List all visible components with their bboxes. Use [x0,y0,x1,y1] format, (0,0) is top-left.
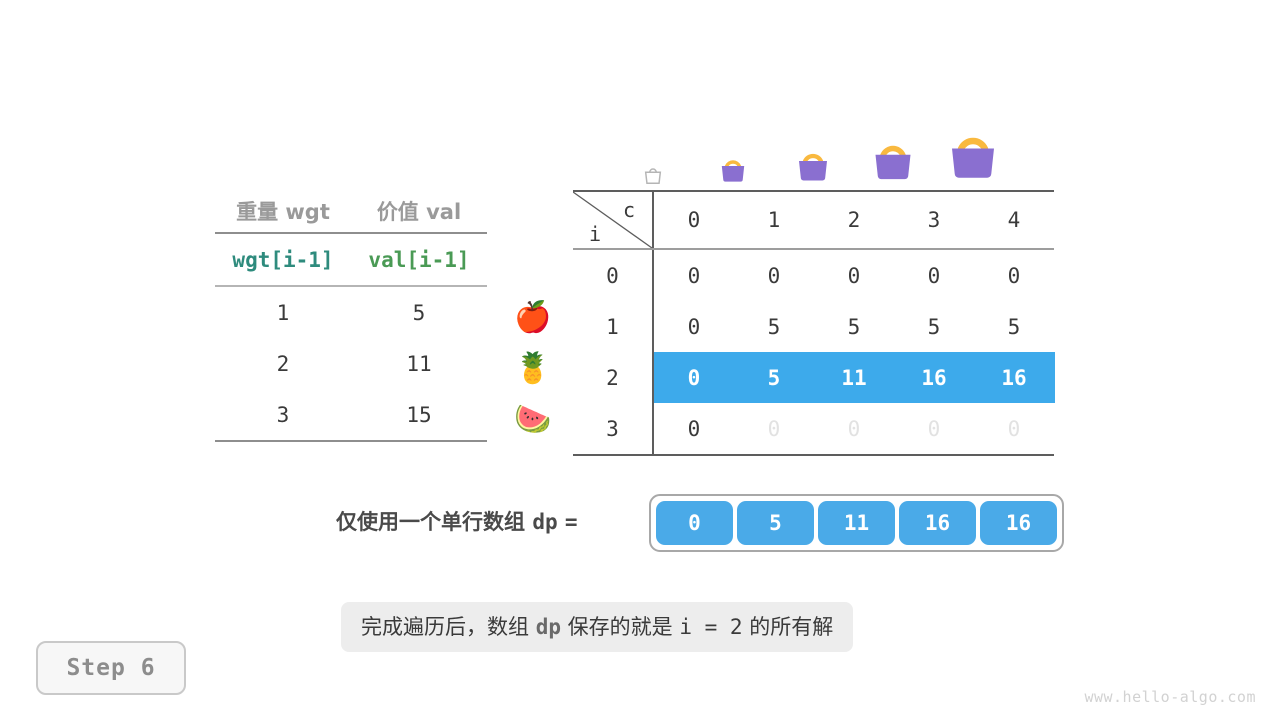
dp-matrix-col-header-4: 4 [1007,208,1021,232]
item-val-2: 11 [406,351,432,376]
dp-cell-0-0: 0 [687,263,701,288]
dp-matrix-corner-cell: c i [573,192,654,248]
item-table-subheader-wgt: wgt[i-1] [232,247,334,272]
dp-cell-2-1: 5 [767,365,781,390]
table-row: 3 0 0 0 0 0 [573,403,1054,454]
dp-cell-3-1: 0 [767,416,781,441]
dp-cell-1-4: 5 [1007,314,1021,339]
dp-cell-0-4: 0 [1007,263,1021,288]
fruit-column: 🍎 🍍 🍉 [505,292,561,445]
caption-var: dp [535,615,561,639]
dp-matrix-divider-header [573,248,1054,250]
pineapple-emoji: 🍍 [514,350,552,386]
dp-matrix-header-row: c i 0 1 2 3 4 [573,192,1054,248]
dp-cell-1-3: 5 [927,314,941,339]
dp-matrix-row-label-2: 2 [573,352,654,403]
dp-matrix-col-header-2: 2 [847,208,861,232]
dp-cell-2-2: 11 [841,365,867,390]
dp-matrix-row-label-1: 1 [573,301,654,352]
dp-cell-0-1: 0 [767,263,781,288]
table-row-highlighted: 2 0 5 11 16 16 [573,352,1055,403]
table-row: 1 0 5 5 5 5 [573,301,1054,352]
dp-array: 0 5 11 16 16 [649,494,1064,552]
bag-icon-row [644,118,1055,186]
dp-array-cell-0[interactable]: 0 [656,501,733,545]
caption-banner: 完成遍历后，数组 dp 保存的就是 i = 2 的所有解 [341,602,854,652]
dp-array-label: 仅使用一个单行数组 dp = [336,506,578,536]
item-table-subheader-row: wgt[i-1] val[i-1] [215,234,487,285]
table-row: 0 0 0 0 0 0 [573,250,1054,301]
dp-matrix-divider-top [573,190,1054,192]
table-row: 3 15 [215,389,487,440]
item-table-divider-bottom [215,440,487,442]
caption-part2: 保存的就是 [567,615,673,639]
dp-matrix-highlight-band [654,352,1055,403]
dp-matrix-col-header-3: 3 [927,208,941,232]
dp-cell-3-0: 0 [687,416,701,441]
watermelon-emoji: 🍉 [514,401,552,437]
item-table-header-val: 价值 val [376,200,462,224]
bag-icon-1-wrap [693,154,773,186]
item-val-1: 5 [412,300,426,325]
dp-array-label-eq: = [564,510,578,534]
dp-cell-2-3: 16 [921,365,947,390]
dp-cell-1-0: 0 [687,314,701,339]
dp-cell-2-0: 0 [687,365,701,390]
item-table-subheader-val: val[i-1] [368,247,470,272]
dp-matrix-divider-bottom [573,454,1054,456]
bag-icon-3 [875,145,911,180]
bag-icon-4 [952,137,994,178]
item-wgt-1: 1 [276,300,290,325]
apple-emoji: 🍎 [514,299,552,335]
dp-cell-3-3: 0 [927,416,941,441]
dp-array-label-prefix: 仅使用一个单行数组 [336,510,525,534]
dp-array-cell-4[interactable]: 16 [980,501,1057,545]
watermark: www.hello-algo.com [1084,688,1256,706]
bag-icon-4-wrap [933,126,1013,186]
dp-cell-3-2: 0 [847,416,861,441]
bag-icon-3-wrap [853,136,933,186]
dp-matrix-row-label-0: 0 [573,250,654,301]
caption-part1: 完成遍历后，数组 [361,615,529,639]
dp-cell-3-4: 0 [1007,416,1021,441]
dp-matrix-col-header-0: 0 [687,208,701,232]
dp-array-cell-1[interactable]: 5 [737,501,814,545]
dp-cell-1-1: 5 [767,314,781,339]
bag-icon-2-wrap [773,146,853,186]
table-row: 2 11 [215,338,487,389]
item-table: 重量 wgt 价值 val wgt[i-1] val[i-1] 1 5 2 11… [215,190,487,442]
dp-cell-0-3: 0 [927,263,941,288]
dp-matrix-col-header-1: 1 [767,208,781,232]
dp-array-cell-2[interactable]: 11 [818,501,895,545]
dp-cell-0-2: 0 [847,263,861,288]
item-wgt-3: 3 [276,402,290,427]
dp-matrix-row-label-3: 3 [573,403,654,454]
bag-icon-empty-wrap [613,164,693,186]
item-table-divider-top [215,232,487,234]
item-val-3: 15 [406,402,432,427]
dp-cell-2-4: 16 [1001,365,1027,390]
bag-icon-1 [721,160,745,182]
caption-expr: i = 2 [679,615,743,639]
bag-icon-2 [799,153,827,181]
item-table-divider-mid [215,285,487,287]
item-table-header-wgt: 重量 wgt [236,200,330,224]
bag-icon-empty [644,168,662,184]
dp-matrix-row-label: i [589,222,602,246]
dp-array-label-var: dp [532,510,558,534]
dp-cell-1-2: 5 [847,314,861,339]
diagonal-line-icon [573,192,652,248]
item-wgt-2: 2 [276,351,290,376]
item-table-header-row: 重量 wgt 价值 val [215,190,487,232]
dp-matrix-col-label: c [622,198,635,222]
dp-matrix: c i 0 1 2 3 4 0 0 0 0 0 0 1 0 5 5 5 5 2 … [573,190,1055,456]
caption-part3: 的所有解 [749,615,834,639]
step-badge: Step 6 [36,641,186,695]
dp-array-cell-3[interactable]: 16 [899,501,976,545]
table-row: 1 5 [215,287,487,338]
step-badge-label: Step 6 [66,655,156,681]
